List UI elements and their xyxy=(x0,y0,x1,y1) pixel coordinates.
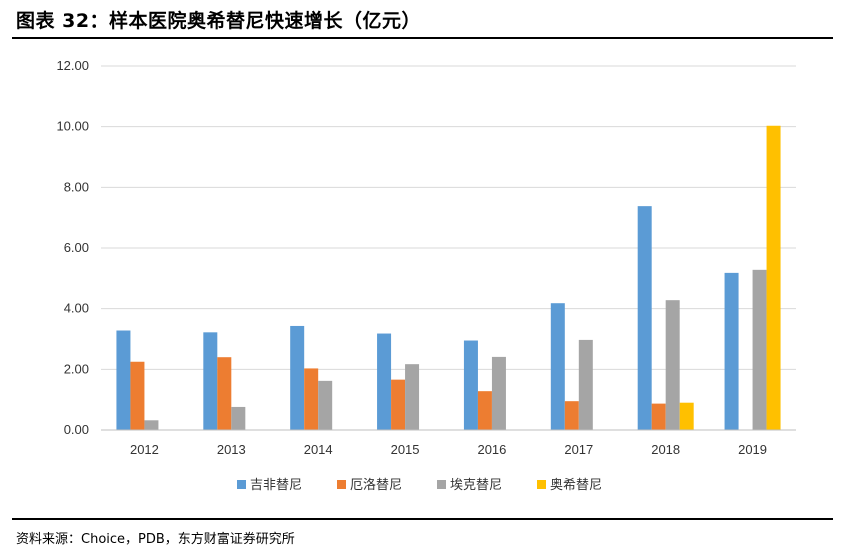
bar-2016-series-0 xyxy=(463,340,478,430)
bars xyxy=(116,125,781,431)
legend-label: 厄洛替尼 xyxy=(350,478,402,493)
x-tick-label: 2012 xyxy=(130,442,159,457)
bottom-divider xyxy=(12,518,833,520)
bar-2015-series-0 xyxy=(377,333,392,430)
x-tick-label: 2014 xyxy=(304,442,333,457)
source-note: 资料来源：Choice，PDB，东方财富证券研究所 xyxy=(16,532,295,547)
bar-2016-series-2 xyxy=(491,356,506,430)
bar-2017-series-1 xyxy=(564,401,579,430)
x-tick-label: 2015 xyxy=(391,442,420,457)
bar-2015-series-1 xyxy=(391,379,406,430)
bar-2017-series-2 xyxy=(578,339,593,430)
y-axis-ticks: 0.00 2.00 4.00 6.00 8.00 10.00 12.00 xyxy=(56,58,89,437)
chart-title: 图表 32：样本医院奥希替尼快速增长（亿元） xyxy=(16,10,422,32)
bar-2019-series-3 xyxy=(766,125,781,431)
bar-2012-series-1 xyxy=(130,361,145,430)
y-tick-label: 0.00 xyxy=(64,422,89,437)
y-tick-label: 12.00 xyxy=(56,58,89,73)
legend-swatch xyxy=(437,480,446,489)
gridlines xyxy=(101,65,796,370)
bar-2012-series-2 xyxy=(144,420,159,430)
bar-2019-series-0 xyxy=(724,272,739,430)
bar-2018-series-2 xyxy=(665,300,680,430)
x-tick-label: 2017 xyxy=(564,442,593,457)
bar-2013-series-1 xyxy=(217,357,232,430)
bar-2018-series-3 xyxy=(679,402,694,430)
bar-2014-series-2 xyxy=(318,380,333,430)
y-tick-label: 4.00 xyxy=(64,301,89,316)
bar-2018-series-1 xyxy=(651,403,666,430)
bar-2018-series-0 xyxy=(637,206,652,430)
bar-2014-series-1 xyxy=(304,368,319,430)
x-tick-label: 2013 xyxy=(217,442,246,457)
x-tick-label: 2018 xyxy=(651,442,680,457)
bar-2012-series-0 xyxy=(116,330,131,430)
legend-label: 埃克替尼 xyxy=(450,478,502,493)
bar-2017-series-0 xyxy=(550,303,565,430)
y-tick-label: 8.00 xyxy=(64,179,89,194)
x-tick-label: 2019 xyxy=(738,442,767,457)
bar-2016-series-1 xyxy=(477,391,492,430)
bar-2015-series-2 xyxy=(405,364,420,430)
bar-2013-series-0 xyxy=(203,332,218,430)
y-tick-label: 2.00 xyxy=(64,361,89,376)
x-axis: 2012 2013 2014 2015 2016 2017 2018 2019 xyxy=(101,429,796,457)
legend: 吉非替尼 厄洛替尼 埃克替尼 奥希替尼 xyxy=(237,478,602,493)
legend-label: 奥希替尼 xyxy=(550,478,602,493)
bar-2013-series-2 xyxy=(231,406,246,430)
legend-swatch xyxy=(237,480,246,489)
legend-swatch xyxy=(537,480,546,489)
x-tick-label: 2016 xyxy=(477,442,506,457)
bar-2019-series-2 xyxy=(752,269,767,430)
y-tick-label: 6.00 xyxy=(64,240,89,255)
legend-label: 吉非替尼 xyxy=(250,478,302,493)
top-divider xyxy=(12,37,833,39)
bar-2014-series-0 xyxy=(290,325,305,430)
legend-swatch xyxy=(337,480,346,489)
y-tick-label: 10.00 xyxy=(56,119,89,134)
